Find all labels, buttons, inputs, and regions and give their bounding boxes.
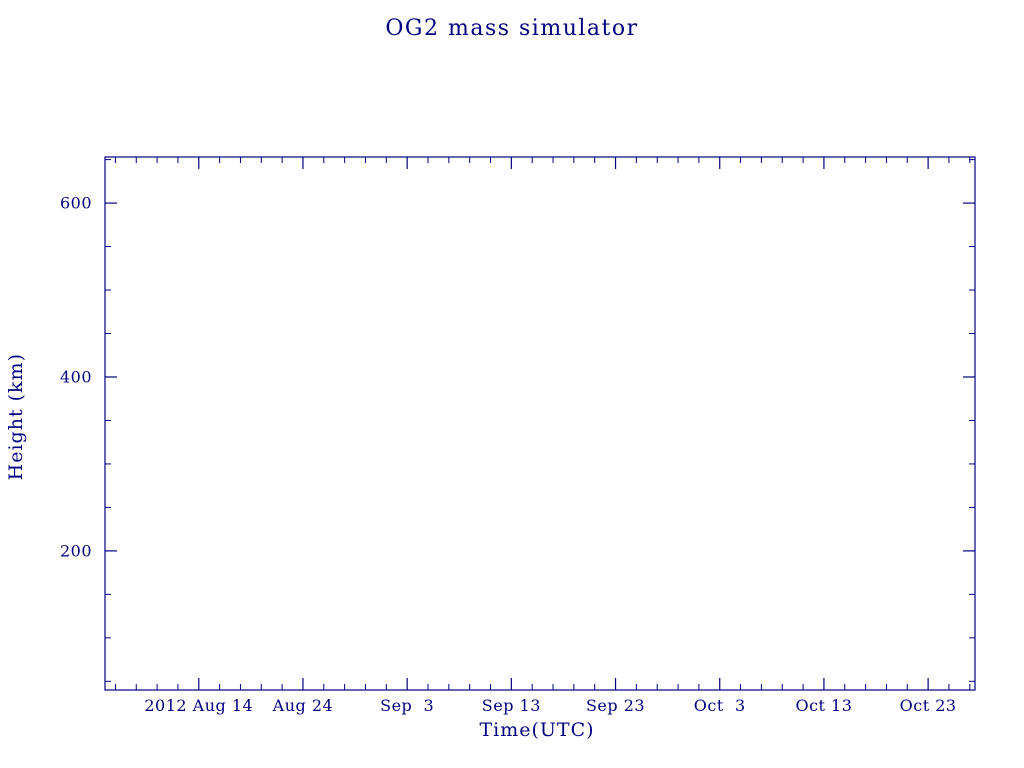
y-tick-label: 600 bbox=[59, 193, 92, 213]
y-tick-label: 400 bbox=[59, 367, 92, 387]
x-tick-label: Aug 24 bbox=[272, 696, 334, 715]
x-tick-label: Oct 13 bbox=[795, 696, 853, 715]
x-tick-label: Oct 23 bbox=[899, 696, 957, 715]
x-tick-label: Sep 3 bbox=[380, 696, 435, 715]
chart-title: OG2 mass simulator bbox=[385, 16, 639, 41]
plot-border bbox=[104, 156, 976, 691]
x-tick-label: Sep 23 bbox=[585, 696, 646, 715]
y-tick-label: 200 bbox=[59, 541, 92, 561]
x-tick-label: Sep 13 bbox=[481, 696, 541, 715]
x-axis-label: Time(UTC) bbox=[479, 719, 595, 741]
x-tick-label: 2012 Aug 14 bbox=[144, 696, 254, 715]
x-tick-label: Oct 3 bbox=[693, 696, 746, 715]
